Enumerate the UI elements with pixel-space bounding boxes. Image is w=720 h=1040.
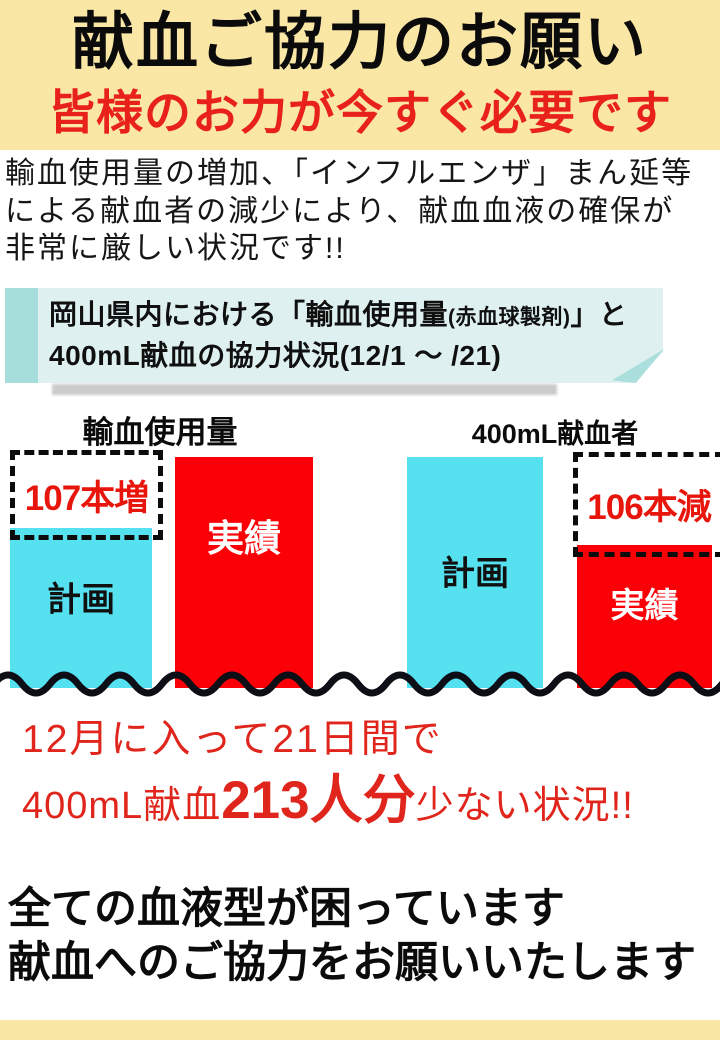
callout-small-text: (赤血球製剤) <box>448 306 571 329</box>
poster-subtitle: 皆様のお力が今すぐ必要です <box>48 86 672 139</box>
bar-donors-actual: 実績 <box>577 545 712 688</box>
shortage-message: 12月に入って21日間で 400mL献血213人分少ない状況!! <box>22 710 634 837</box>
intro-line-1: 輸血使用量の増加、「インフルエンザ」まん延等 <box>5 157 694 190</box>
bar-label-actual: 実績 <box>207 517 281 559</box>
intro-line-3: 非常に厳しい状況です!! <box>5 232 346 265</box>
annotation-box-transfusion: 107本増 <box>10 450 163 540</box>
chart-group-title-donors: 400mL献血者 <box>471 419 639 449</box>
annotation-donors: 106本減 <box>587 488 711 527</box>
callout-line-2: 400mL献血の協力状況(12/1 ～ /21) <box>49 340 502 371</box>
bottom-accent-band <box>0 1020 720 1040</box>
callout-line-1: 岡山県内における「輸血使用量(赤血球製剤)」と <box>49 299 628 330</box>
callout-box: 岡山県内における「輸血使用量(赤血球製剤)」と 400mL献血の協力状況(12/… <box>5 288 663 383</box>
footer-appeal: 全ての血液型が困っています 献血へのご協力をお願いいたします <box>8 882 696 990</box>
intro-line-2: による献血者の減少により、献血血液の確保が <box>5 194 675 228</box>
callout-shadow <box>52 384 557 395</box>
chart-group-title-transfusion: 輸血使用量 <box>82 415 238 450</box>
poster-title: 献血ご協力のお願い <box>71 8 648 77</box>
shortage-message-line-2: 400mL献血213人分少ない状況!! <box>22 771 634 830</box>
header-band: 献血ご協力のお願い 皆様のお力が今すぐ必要です <box>0 0 720 150</box>
wave-divider <box>0 671 720 697</box>
bar-label-plan: 計画 <box>47 580 115 619</box>
annotation-transfusion: 107本増 <box>24 478 149 518</box>
bar-transfusion-actual: 実績 <box>175 457 313 688</box>
shortage-message-line-1: 12月に入って21日間で <box>22 718 443 761</box>
annotation-box-donors: 106本減 <box>573 452 720 557</box>
bar-transfusion-plan: 計画 <box>10 528 152 688</box>
callout-text: 岡山県内における「輸血使用量(赤血球製剤)」と 400mL献血の協力状況(12/… <box>49 296 628 375</box>
bar-donors-plan: 計画 <box>407 457 543 688</box>
footer-line-2: 献血へのご協力をお願いいたします <box>8 939 696 987</box>
bar-label-plan: 計画 <box>441 555 509 593</box>
callout-accent-bar <box>5 288 38 383</box>
shortage-count: 213人分 <box>221 771 416 830</box>
intro-paragraph: 輸血使用量の増加、「インフルエンザ」まん延等 による献血者の減少により、献血血液… <box>5 155 717 268</box>
bar-label-actual: 実績 <box>610 587 679 625</box>
footer-line-1: 全ての血液型が困っています <box>8 885 565 933</box>
